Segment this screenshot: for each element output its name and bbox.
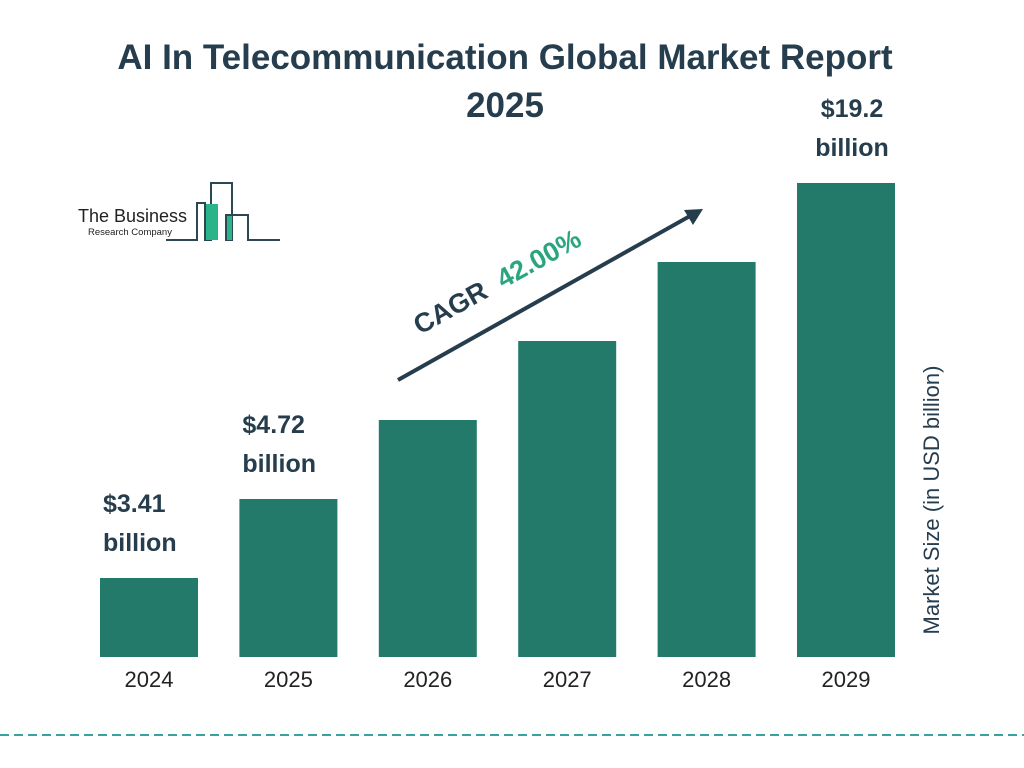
logo-bar [227, 216, 232, 240]
bar-2024 [100, 578, 198, 657]
bar-2025 [239, 499, 338, 657]
bar-2026 [378, 420, 477, 657]
x-tick-label: 2029 [822, 667, 871, 692]
cagr-arrow-line [397, 214, 691, 382]
x-tick-label: 2028 [682, 667, 731, 692]
logo-bar [206, 204, 218, 240]
x-tick-label: 2027 [543, 667, 592, 692]
y-axis-label: Market Size (in USD billion) [919, 365, 944, 635]
bar-2029 [797, 183, 895, 657]
logo-graphic [166, 182, 280, 241]
x-tick-label: 2024 [125, 667, 174, 692]
logo-text-line2: Research Company [88, 227, 172, 238]
cagr-arrow-head [684, 209, 703, 225]
bar-2028 [657, 262, 756, 657]
data-label-2029: billion [815, 134, 889, 162]
data-label-2025: $4.72 [242, 411, 305, 439]
cagr-label: CAGR [408, 275, 492, 340]
data-label-2024: $3.41 [103, 490, 166, 518]
x-tick-label: 2025 [264, 667, 313, 692]
bar-2027 [518, 341, 617, 657]
data-label-2029: $19.2 [821, 95, 884, 123]
data-label-2025: billion [242, 450, 316, 478]
chart-title: AI In Telecommunication Global Market Re… [117, 38, 893, 125]
data-label-2024: billion [103, 529, 177, 557]
x-tick-label: 2026 [403, 667, 452, 692]
logo-text-line1: The Business [78, 206, 188, 226]
